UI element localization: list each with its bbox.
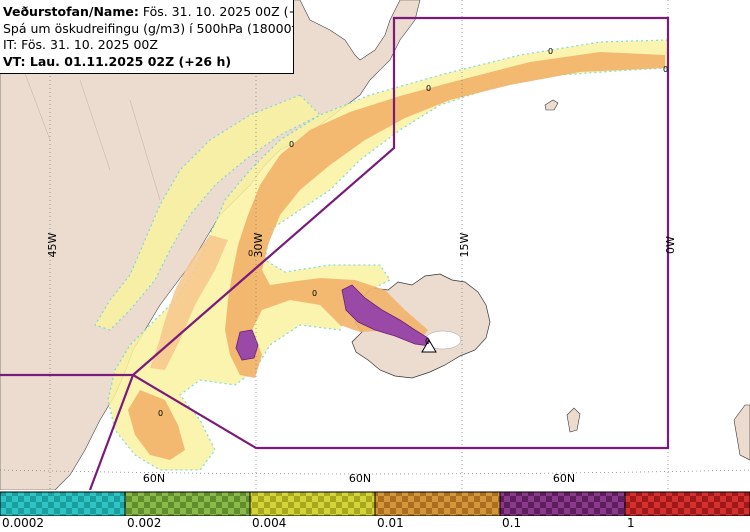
run-time: Fös. 31. 10. 2025 00Z (+26 h): [142, 4, 293, 19]
contour-label: 0: [312, 289, 317, 298]
contour-label: 0: [158, 409, 163, 418]
forecast-region-border: [0, 16, 670, 490]
ash-plume-core: [128, 52, 665, 460]
concentration-legend: 0.0002 0.002 0.004 0.01 0.1 1: [0, 490, 750, 532]
contour-label: 0: [426, 84, 431, 93]
legend-label: 1: [627, 516, 635, 530]
legend-color-bar: [0, 491, 750, 516]
header-line-3: IT: Fös. 31. 10. 2025 00Z: [3, 37, 158, 52]
legend-bin: [374, 491, 501, 516]
contour-label: 0: [548, 47, 553, 56]
contour-label: 0: [425, 337, 430, 346]
ash-dispersion-map: 45W 30W 15W 0W 60N 60N 60N 0 0 0 0 0 0 0…: [0, 0, 750, 490]
header-line-1: Veðurstofan/Name: Fös. 31. 10. 2025 00Z …: [3, 4, 293, 21]
legend-label: 0.004: [252, 516, 287, 530]
contour-label: 0: [248, 249, 253, 258]
lat-label-60n-left: 60N: [143, 472, 165, 485]
lon-label-45w: 45W: [46, 232, 59, 257]
legend-label: 0.0002: [2, 516, 44, 530]
legend-label: 0.1: [502, 516, 522, 530]
legend-bin: [124, 491, 251, 516]
header-line-2: Spá um öskudreifingu (g/m3) í 500hPa (18…: [3, 20, 294, 36]
header-line-4: VT: Lau. 01.11.2025 02Z (+26 h): [3, 53, 232, 69]
ash-plume-high: [235, 284, 431, 361]
contour-label: 0: [289, 140, 294, 149]
lon-label-15w: 15W: [458, 232, 471, 257]
legend-label: 0.002: [127, 516, 162, 530]
lon-label-30w: 30W: [252, 232, 265, 257]
legend-bin: [624, 491, 750, 516]
volcano-marker-icon: [421, 339, 437, 353]
lon-label-0w: 0W: [664, 236, 677, 254]
agency-name: Veðurstofan/Name:: [3, 4, 139, 19]
forecast-info-box: Veðurstofan/Name: Fös. 31. 10. 2025 00Z …: [0, 0, 294, 74]
legend-label: 0.01: [377, 516, 404, 530]
legend-bin: [249, 491, 376, 516]
contour-label: 0: [663, 65, 668, 74]
legend-bin: [0, 491, 126, 516]
lat-label-60n-right: 60N: [553, 472, 575, 485]
legend-bin: [499, 491, 626, 516]
lat-label-60n-mid: 60N: [349, 472, 371, 485]
